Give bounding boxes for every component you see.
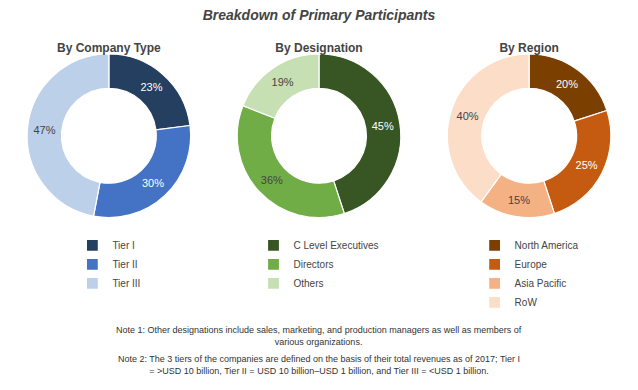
- svg-text:By Company Type: By Company Type: [57, 41, 161, 55]
- svg-text:36%: 36%: [261, 174, 283, 186]
- svg-text:20%: 20%: [556, 78, 578, 90]
- svg-text:Breakdown of Primary Participa: Breakdown of Primary Participants: [203, 7, 436, 23]
- svg-text:23%: 23%: [140, 81, 162, 93]
- svg-text:15%: 15%: [508, 194, 530, 206]
- svg-text:RoW: RoW: [515, 297, 538, 308]
- svg-text:45%: 45%: [372, 120, 394, 132]
- svg-text:Europe: Europe: [515, 259, 548, 270]
- svg-text:Asia Pacific: Asia Pacific: [515, 278, 567, 289]
- svg-text:North America: North America: [515, 240, 579, 251]
- svg-text:Note 2: The 3 tiers of the com: Note 2: The 3 tiers of the companies are…: [118, 354, 520, 376]
- svg-text:47%: 47%: [33, 124, 55, 136]
- svg-text:Tier I: Tier I: [112, 240, 134, 251]
- svg-text:By Designation: By Designation: [275, 41, 362, 55]
- svg-text:25%: 25%: [576, 159, 598, 171]
- svg-text:Directors: Directors: [294, 259, 334, 270]
- svg-text:30%: 30%: [142, 177, 164, 189]
- svg-text:Note 1: Other designations inc: Note 1: Other designations include sales…: [116, 325, 522, 347]
- svg-text:Tier III: Tier III: [112, 278, 140, 289]
- svg-text:Tier II: Tier II: [112, 259, 137, 270]
- svg-text:C Level Executives: C Level Executives: [294, 240, 379, 251]
- svg-text:By Region: By Region: [499, 41, 558, 55]
- svg-text:40%: 40%: [457, 110, 479, 122]
- svg-text:Others: Others: [294, 278, 324, 289]
- svg-text:19%: 19%: [272, 76, 294, 88]
